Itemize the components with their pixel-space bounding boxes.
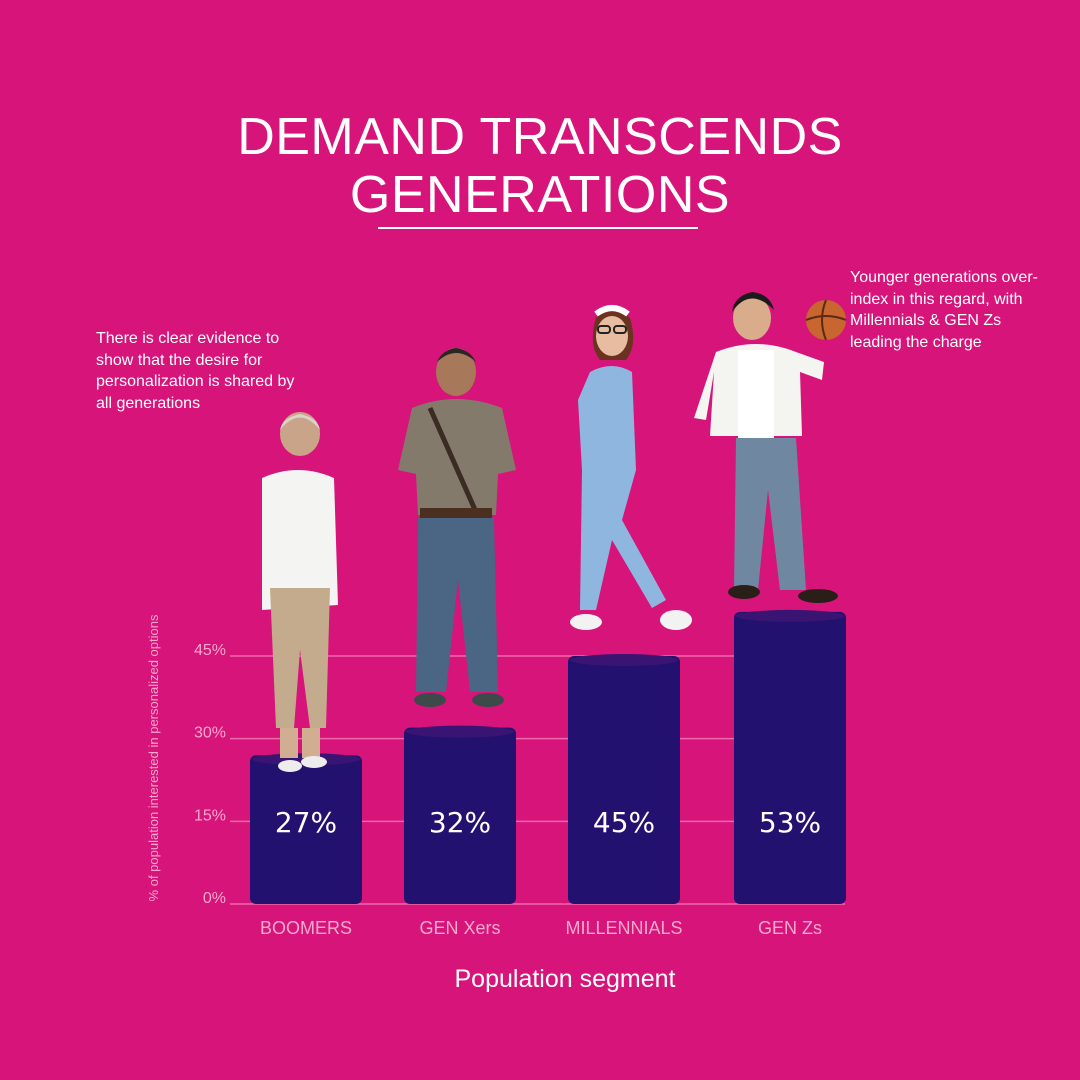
y-tick-label: 45% bbox=[194, 642, 226, 659]
y-tick-label: 15% bbox=[194, 807, 226, 824]
title-underline bbox=[378, 227, 698, 229]
genz-person-illustration bbox=[694, 292, 847, 603]
basketball-icon bbox=[806, 300, 846, 340]
bar-value-label: 27% bbox=[275, 806, 337, 839]
x-category-label: GEN Xers bbox=[419, 918, 500, 938]
bar-millennials bbox=[568, 656, 680, 904]
chart-title: DEMAND TRANSCENDS GENERATIONS bbox=[0, 108, 1080, 224]
bar-top-face bbox=[736, 609, 844, 622]
x-category-label: GEN Zs bbox=[758, 918, 822, 938]
bar-value-label: 45% bbox=[593, 806, 655, 839]
bar-top-face bbox=[570, 654, 678, 666]
title-line-1: DEMAND TRANSCENDS bbox=[237, 108, 843, 166]
bar-value-label: 32% bbox=[429, 806, 491, 839]
genx-person-illustration bbox=[398, 348, 516, 707]
bar-boomers bbox=[250, 755, 362, 904]
bar-gen-xers bbox=[404, 727, 516, 904]
y-axis-title: % of population interested in personaliz… bbox=[146, 614, 161, 901]
right-annotation: Younger generations over-index in this r… bbox=[850, 269, 1038, 351]
y-tick-label: 30% bbox=[194, 725, 226, 742]
x-category-label: MILLENNIALS bbox=[565, 918, 682, 938]
title-line-2: GENERATIONS bbox=[349, 166, 731, 224]
bar-gen-zs bbox=[734, 611, 846, 904]
x-category-label: BOOMERS bbox=[260, 918, 352, 938]
bar-top-face bbox=[406, 725, 514, 738]
x-axis-title: Population segment bbox=[455, 965, 676, 993]
left-annotation: There is clear evidence to show that the… bbox=[96, 330, 295, 412]
bar-value-label: 53% bbox=[759, 806, 821, 839]
millennial-person-illustration bbox=[570, 305, 692, 630]
y-tick-label: 0% bbox=[203, 890, 226, 907]
boomer-person-illustration bbox=[262, 412, 338, 772]
